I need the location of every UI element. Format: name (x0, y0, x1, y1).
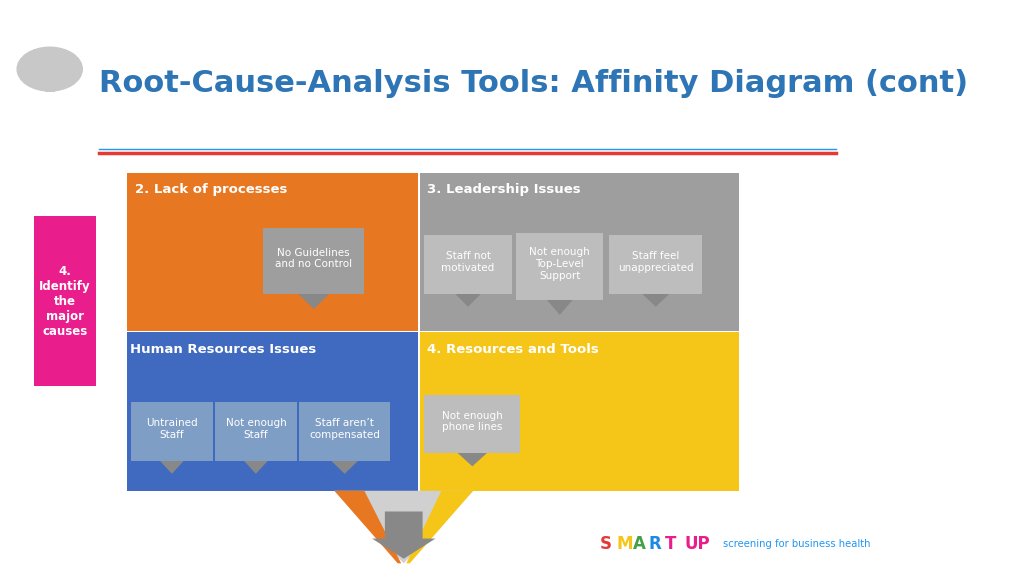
Text: M: M (616, 535, 633, 554)
Text: A: A (633, 535, 645, 554)
Polygon shape (455, 450, 489, 467)
Text: 4. Resources and Tools: 4. Resources and Tools (427, 343, 599, 356)
FancyBboxPatch shape (609, 235, 702, 294)
FancyBboxPatch shape (424, 395, 520, 453)
FancyBboxPatch shape (263, 228, 365, 294)
FancyBboxPatch shape (34, 216, 96, 386)
Circle shape (17, 47, 82, 91)
FancyBboxPatch shape (127, 332, 419, 491)
FancyBboxPatch shape (131, 402, 213, 461)
Polygon shape (639, 291, 673, 307)
FancyBboxPatch shape (420, 173, 739, 331)
Text: Untrained
Staff: Untrained Staff (146, 418, 198, 440)
FancyBboxPatch shape (424, 235, 512, 294)
Text: Staff feel
unappreciated: Staff feel unappreciated (617, 251, 693, 273)
Polygon shape (328, 458, 361, 474)
Text: Staff aren’t
compensated: Staff aren’t compensated (309, 418, 380, 440)
Text: S: S (600, 535, 612, 554)
Text: Not enough
Top-Level
Support: Not enough Top-Level Support (529, 248, 590, 281)
Text: Not enough
phone lines: Not enough phone lines (442, 411, 503, 433)
Polygon shape (407, 491, 473, 563)
Polygon shape (158, 458, 186, 474)
Text: 3. Leadership Issues: 3. Leadership Issues (427, 183, 581, 196)
Polygon shape (295, 291, 332, 309)
Polygon shape (334, 491, 473, 563)
FancyBboxPatch shape (127, 173, 419, 331)
Text: Not enough
Staff: Not enough Staff (225, 418, 287, 440)
Text: T: T (666, 535, 677, 554)
Text: Human Resources Issues: Human Resources Issues (130, 343, 316, 356)
Text: screening for business health: screening for business health (723, 539, 870, 550)
FancyBboxPatch shape (420, 332, 739, 491)
FancyBboxPatch shape (516, 233, 603, 300)
FancyBboxPatch shape (299, 402, 390, 461)
Polygon shape (242, 458, 270, 474)
Text: 2. Lack of processes: 2. Lack of processes (135, 183, 288, 196)
FancyBboxPatch shape (45, 60, 55, 92)
Polygon shape (334, 491, 401, 563)
Polygon shape (372, 511, 435, 559)
Polygon shape (544, 297, 575, 314)
Text: No Guidelines
and no Control: No Guidelines and no Control (275, 248, 352, 269)
Polygon shape (453, 291, 483, 307)
Text: Staff not
motivated: Staff not motivated (441, 251, 495, 273)
Text: 4.
Identify
the
major
causes: 4. Identify the major causes (39, 265, 91, 338)
Text: R: R (649, 535, 662, 554)
FancyBboxPatch shape (215, 402, 297, 461)
Text: UP: UP (684, 535, 710, 554)
Text: Root-Cause-Analysis Tools: Affinity Diagram (cont): Root-Cause-Analysis Tools: Affinity Diag… (98, 69, 968, 98)
